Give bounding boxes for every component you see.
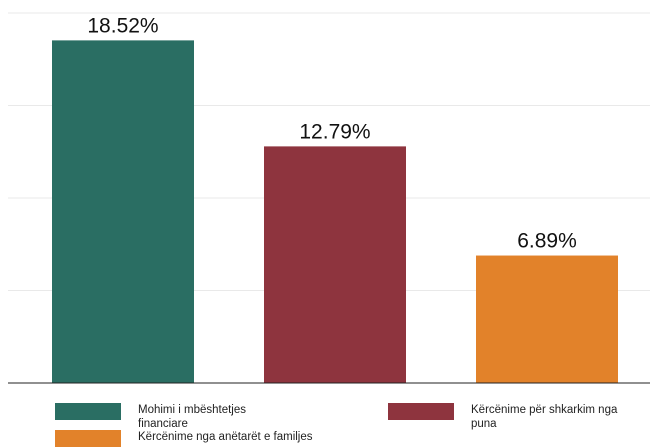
legend-label: Mohimi i mbështetjes financiare: [138, 404, 247, 430]
bar: [52, 40, 194, 383]
bar-chart: 18.52% 12.79% 6.89%: [8, 12, 650, 384]
bars: [52, 40, 618, 383]
data-label: 6.89%: [517, 230, 577, 253]
legend-item-family-threats: Kërcënime nga anëtarët e familjes: [55, 430, 358, 447]
legend-label: Kërcënime për shkarkim nga puna: [471, 404, 618, 430]
bar: [476, 255, 618, 383]
legend-item-dismissal-threats: Kërcënime për shkarkim nga puna: [388, 403, 621, 431]
legend-swatch: [388, 403, 454, 420]
bar: [264, 146, 406, 383]
data-label: 12.79%: [299, 120, 370, 143]
legend: Mohimi i mbështetjes financiare Kërcënim…: [0, 392, 656, 447]
legend-label: Kërcënime nga anëtarët e familjes: [138, 431, 313, 443]
legend-swatch: [55, 430, 121, 447]
legend-swatch: [55, 403, 121, 420]
data-label: 18.52%: [87, 14, 158, 37]
data-labels: 18.52% 12.79% 6.89%: [87, 14, 576, 252]
legend-item-financial-support: Mohimi i mbështetjes financiare: [55, 403, 298, 431]
